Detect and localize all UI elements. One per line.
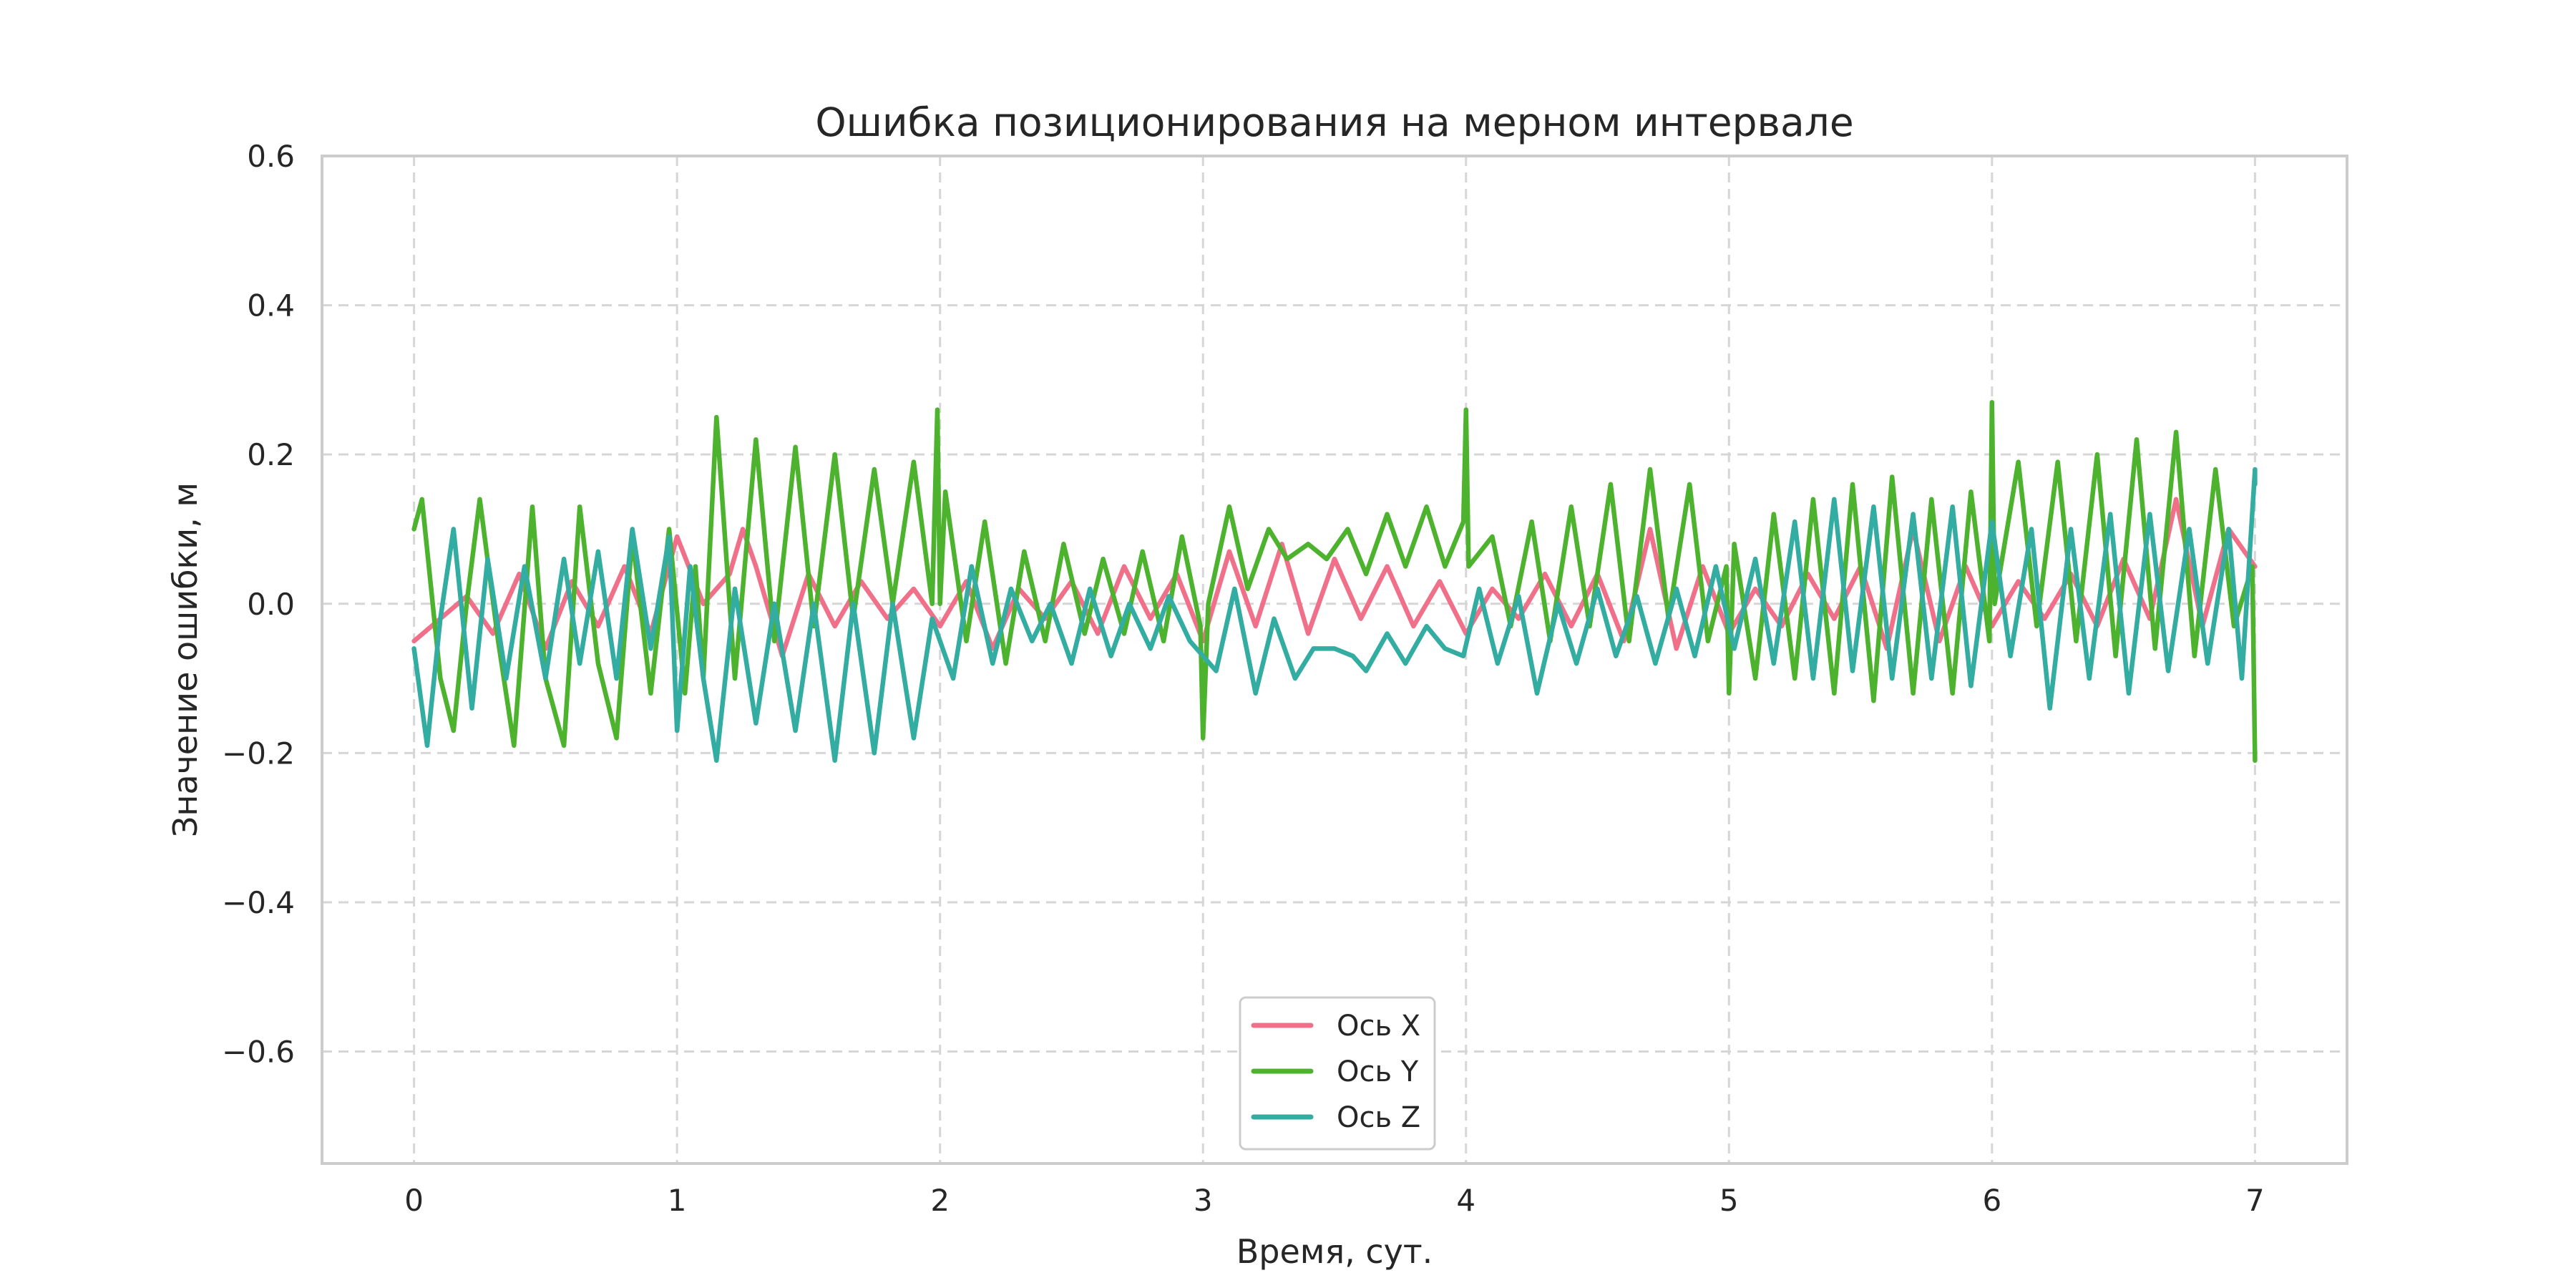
legend: Ось X Ось Y Ось Z xyxy=(1239,996,1436,1151)
x-tick-label: 3 xyxy=(1194,1183,1213,1218)
x-tick-label: 5 xyxy=(1719,1183,1739,1218)
plot-background xyxy=(322,156,2347,1163)
y-tick-label: −0.2 xyxy=(222,736,295,771)
y-tick-label: 0.4 xyxy=(247,288,295,323)
tick-labels: 0 1 2 3 4 5 6 7 0.6 0.4 0.2 0.0 −0.2 −0.4 −0.6 xyxy=(222,139,2265,1218)
plot-frame xyxy=(321,155,2348,1165)
legend-label-x: Ось X xyxy=(1337,1010,1420,1043)
series-layer xyxy=(411,399,2258,763)
x-tick-label: 7 xyxy=(2245,1183,2265,1218)
x-tick-label: 6 xyxy=(1982,1183,2001,1218)
legend-box xyxy=(1239,996,1436,1151)
series-line-y xyxy=(411,399,2258,763)
y-tick-label: 0.0 xyxy=(247,587,295,622)
x-axis-title: Время, сут. xyxy=(1236,1232,1433,1271)
y-tick-label: 0.6 xyxy=(247,139,295,174)
y-axis-title: Значение ошибки, м xyxy=(166,482,205,837)
x-tick-label: 4 xyxy=(1456,1183,1475,1218)
x-tick-label: 2 xyxy=(930,1183,950,1218)
series-line-z xyxy=(411,467,2258,763)
x-tick-label: 0 xyxy=(404,1183,424,1218)
legend-label-y: Ось Y xyxy=(1337,1055,1419,1088)
chart-title: Ошибка позиционирования на мерном интерв… xyxy=(815,99,1853,145)
legend-label-z: Ось Z xyxy=(1337,1101,1420,1134)
y-tick-label: −0.6 xyxy=(222,1035,295,1070)
y-tick-label: −0.4 xyxy=(222,885,295,920)
y-tick-label: 0.2 xyxy=(247,437,295,472)
x-tick-label: 1 xyxy=(668,1183,687,1218)
